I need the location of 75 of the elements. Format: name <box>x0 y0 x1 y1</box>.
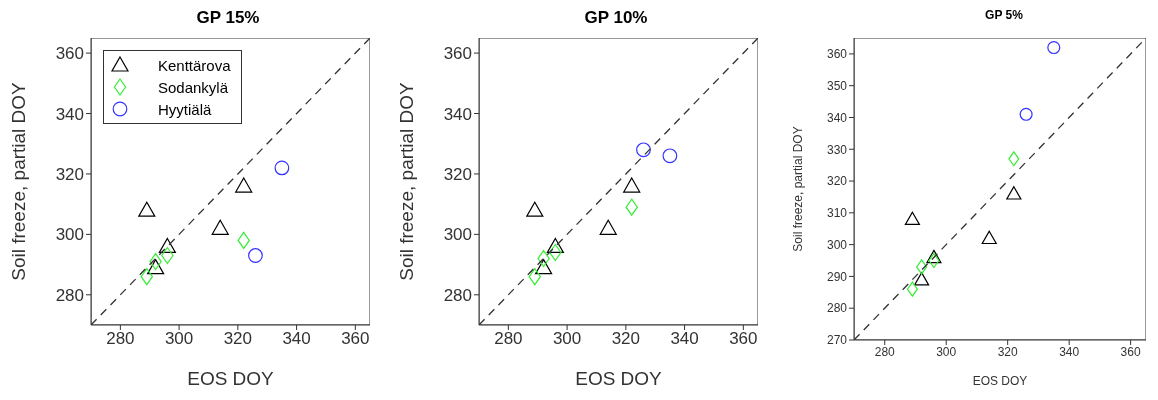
y-tick-label: 350 <box>826 78 848 93</box>
legend-label: Hyytiälä <box>158 100 212 118</box>
x-tick-label: 280 <box>874 344 896 359</box>
y-tick-label: 340 <box>55 104 84 124</box>
x-axis-title: EOS DOY <box>575 368 663 389</box>
x-tick-label: 300 <box>936 344 957 359</box>
point <box>158 237 176 254</box>
x-tick-label: 360 <box>1120 344 1141 359</box>
point <box>914 272 930 286</box>
y-tick-label: 340 <box>826 110 848 125</box>
legend-label: Kenttärova <box>158 56 231 74</box>
x-tick-label: 340 <box>282 329 311 349</box>
point <box>1047 40 1061 55</box>
point <box>1019 107 1033 121</box>
x-tick-label: 320 <box>611 329 641 349</box>
x-tick-label: 360 <box>341 329 370 349</box>
x-tick-label: 360 <box>729 329 758 349</box>
y-axis-title: Soil freeze, partial DOY <box>395 81 417 281</box>
legend-label: Sodankylä <box>158 78 229 96</box>
point <box>235 177 253 193</box>
chart-title: GP 5% <box>984 8 1024 24</box>
y-tick-label: 340 <box>443 104 472 124</box>
y-tick-label: 300 <box>443 225 472 245</box>
x-tick-label: 320 <box>997 344 1019 359</box>
point <box>528 268 541 286</box>
x-tick-label: 320 <box>223 329 253 349</box>
point <box>211 219 229 235</box>
point <box>636 142 651 158</box>
point <box>147 259 165 275</box>
y-tick-label: 310 <box>826 206 848 221</box>
y-tick-label: 320 <box>55 164 84 184</box>
point <box>248 248 263 263</box>
y-tick-label: 330 <box>826 142 848 157</box>
point <box>906 281 918 297</box>
y-tick-label: 320 <box>826 174 848 189</box>
point <box>904 211 920 226</box>
x-axis-title: EOS DOY <box>972 374 1028 388</box>
point <box>546 237 564 254</box>
y-tick-label: 300 <box>826 237 848 252</box>
x-tick-label: 300 <box>164 329 194 349</box>
point <box>662 148 678 164</box>
x-tick-label: 280 <box>106 329 135 349</box>
point <box>140 268 153 286</box>
x-tick-label: 300 <box>552 329 582 349</box>
point <box>274 160 290 176</box>
point <box>926 249 942 264</box>
point <box>928 252 940 269</box>
point <box>623 177 641 193</box>
y-tick-label: 360 <box>826 47 848 62</box>
x-tick-label: 280 <box>494 329 523 349</box>
point <box>916 259 928 275</box>
y-tick-label: 360 <box>443 44 472 64</box>
y-tick-label: 300 <box>55 225 84 245</box>
chart-title: GP 10% <box>583 8 649 29</box>
x-tick-label: 340 <box>1059 344 1080 359</box>
y-tick-label: 280 <box>55 285 84 305</box>
point <box>1006 186 1022 200</box>
x-axis-title: EOS DOY <box>187 368 275 389</box>
point <box>981 230 997 245</box>
y-axis-title: Soil freeze, partial DOY <box>7 81 29 281</box>
point <box>138 201 156 217</box>
y-tick-label: 290 <box>826 269 848 284</box>
y-tick-label: 280 <box>443 285 472 305</box>
point <box>535 259 553 275</box>
point <box>526 201 544 217</box>
y-axis-title: Soil freeze, partial DOY <box>791 126 806 252</box>
y-tick-label: 320 <box>443 164 472 184</box>
point <box>1008 151 1020 167</box>
y-tick-label: 280 <box>826 301 848 316</box>
chart-title: GP 15% <box>195 8 261 29</box>
y-tick-label: 270 <box>826 333 848 348</box>
point <box>599 219 617 235</box>
x-tick-label: 340 <box>670 329 699 349</box>
point <box>625 198 638 216</box>
y-tick-label: 360 <box>55 44 84 64</box>
